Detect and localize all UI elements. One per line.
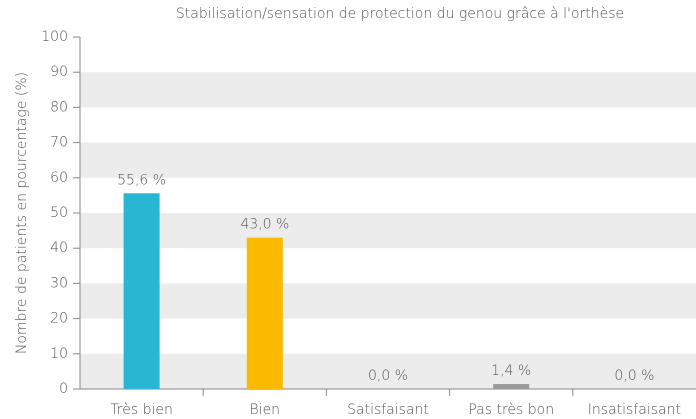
- x-tick-label: Satisfaisant: [347, 402, 429, 418]
- grid-band: [80, 213, 696, 249]
- x-tick-label: Pas très bon: [468, 402, 554, 418]
- x-tick-label: Insatisfaisant: [588, 402, 681, 418]
- y-tick-label: 20: [50, 311, 68, 327]
- data-label: 0,0 %: [614, 368, 654, 384]
- bar: [246, 237, 283, 389]
- y-tick-label: 60: [50, 170, 68, 186]
- grid-band: [80, 353, 696, 389]
- data-label: 43,0 %: [240, 217, 289, 233]
- y-tick-label: 0: [59, 381, 68, 397]
- data-label: 1,4 %: [491, 363, 531, 379]
- bar: [493, 384, 530, 389]
- grid-band: [80, 142, 696, 178]
- y-tick-label: 80: [50, 99, 68, 115]
- y-axis-label: Nombre de patients en pourcentage (%): [14, 72, 30, 354]
- x-tick-label: Très bien: [110, 402, 173, 418]
- chart-title: Stabilisation/sensation de protection du…: [176, 6, 624, 22]
- data-label: 0,0 %: [368, 368, 408, 384]
- y-tick-label: 50: [50, 205, 68, 221]
- x-tick-label: Bien: [250, 402, 281, 418]
- bar: [123, 193, 160, 389]
- y-tick-label: 100: [41, 29, 68, 45]
- y-tick-label: 90: [50, 64, 68, 80]
- data-label: 55,6 %: [117, 172, 166, 188]
- y-tick-label: 10: [50, 346, 68, 362]
- y-tick-label: 70: [50, 135, 68, 151]
- y-tick-label: 30: [50, 275, 68, 291]
- y-tick-label: 40: [50, 240, 68, 256]
- grid-band: [80, 72, 696, 108]
- grid-band: [80, 283, 696, 319]
